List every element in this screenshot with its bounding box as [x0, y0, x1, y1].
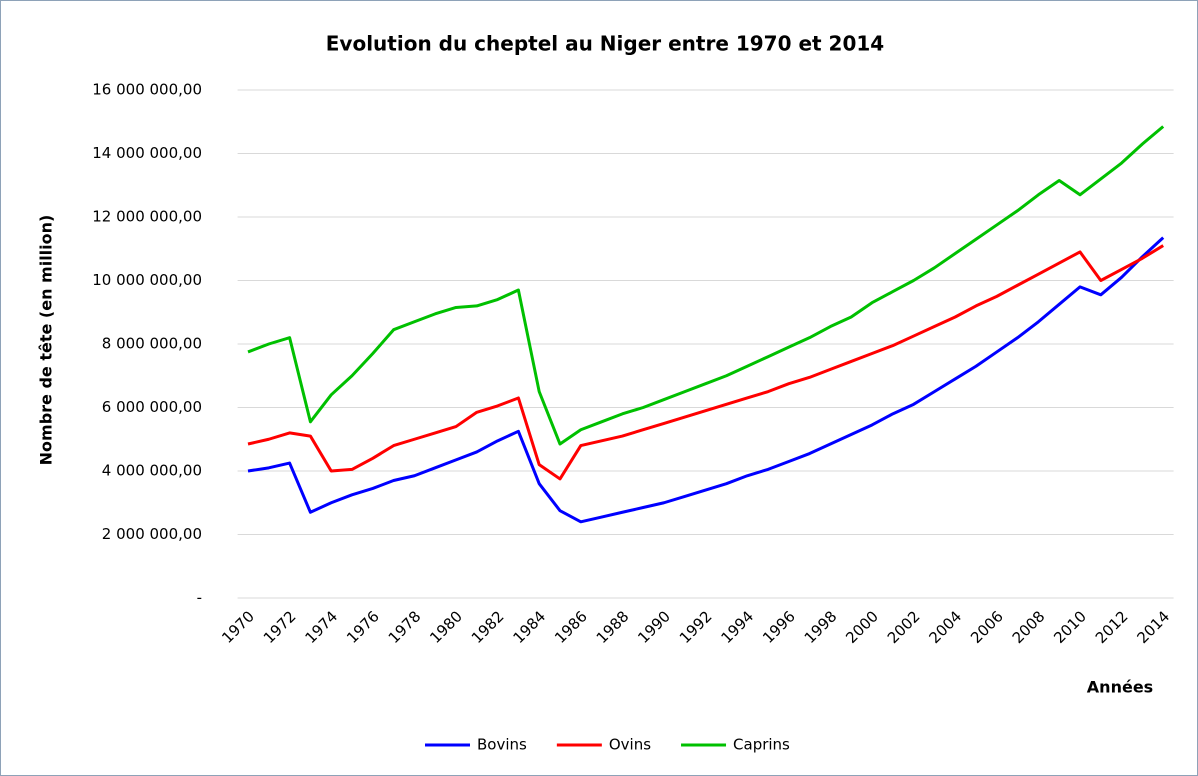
- line-series: [247, 125, 1165, 446]
- line-series: [247, 244, 1164, 481]
- legend-label: Ovins: [609, 736, 651, 754]
- line-series: [247, 236, 1165, 524]
- y-axis-title: Nombre de tête (en million): [37, 215, 56, 466]
- legend-label: Bovins: [477, 736, 527, 754]
- y-tick-label: 16 000 000,00: [92, 81, 202, 99]
- y-tick-label: 4 000 000,00: [102, 462, 202, 480]
- y-tick-label: 8 000 000,00: [102, 335, 202, 353]
- y-tick-label: 12 000 000,00: [92, 208, 202, 226]
- y-tick-label: 6 000 000,00: [102, 398, 202, 416]
- x-axis-title: Années: [1087, 678, 1153, 697]
- legend-label: Caprins: [733, 736, 790, 754]
- y-tick-label: 10 000 000,00: [92, 271, 202, 289]
- chart-title: Evolution du cheptel au Niger entre 1970…: [326, 32, 884, 56]
- y-tick-label: 14 000 000,00: [92, 144, 202, 162]
- y-tick-label: 2 000 000,00: [102, 525, 202, 543]
- y-tick-label: -: [197, 589, 202, 607]
